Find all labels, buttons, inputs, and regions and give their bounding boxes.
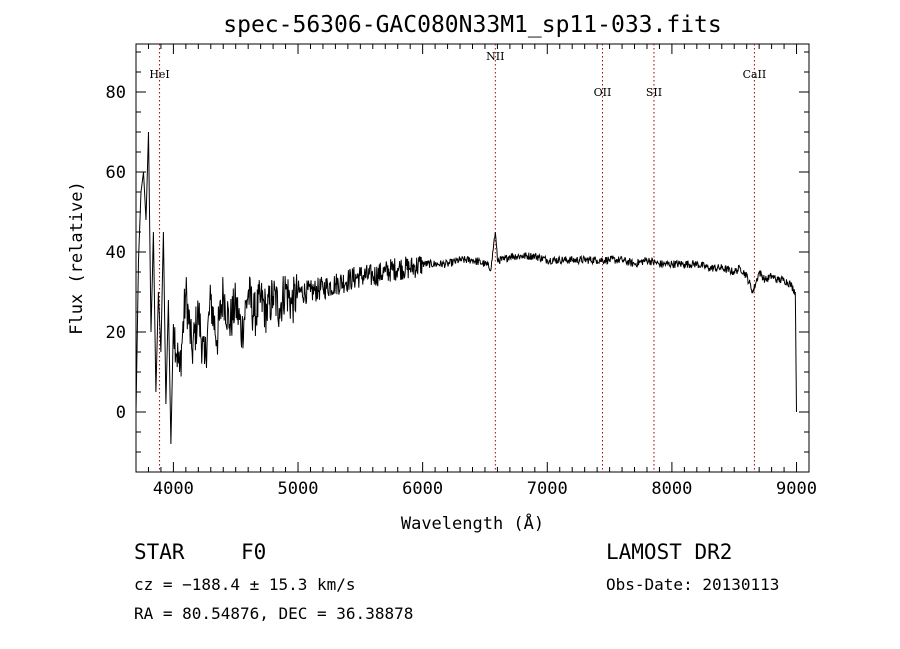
plot-area: 4000 5000 6000 7000 8000 9000 0 20 40 60 80 HeI NII O… xyxy=(106,43,817,499)
y-tick-label: 80 xyxy=(106,83,126,103)
x-tick-label: 5000 xyxy=(278,479,319,499)
line-label-nii: NII xyxy=(486,50,504,63)
line-label-caii: CaII xyxy=(743,68,767,81)
obs-date-label: Obs-Date: 20130113 xyxy=(606,575,780,594)
survey-label: LAMOST DR2 xyxy=(606,540,733,564)
cz-label: cz = −188.4 ± 15.3 km/s xyxy=(134,575,356,594)
y-axis-label: Flux (relative) xyxy=(67,181,87,335)
x-axis-label: Wavelength (Å) xyxy=(401,512,544,534)
line-label-sii: SII xyxy=(646,86,662,99)
y-tick-label: 0 xyxy=(116,403,126,423)
line-label-hei: HeI xyxy=(149,68,169,81)
coords-label: RA = 80.54876, DEC = 36.38878 xyxy=(134,604,414,623)
object-class-label: STAR xyxy=(134,540,185,564)
line-label-oii: OII xyxy=(594,86,612,99)
x-tick-label: 9000 xyxy=(776,479,817,499)
x-tick-label: 6000 xyxy=(402,479,443,499)
x-tick-label: 4000 xyxy=(153,479,194,499)
x-tick-label: 8000 xyxy=(651,479,692,499)
y-tick-label: 40 xyxy=(106,243,126,263)
plot-frame xyxy=(135,43,810,473)
spectrum-line xyxy=(135,131,797,445)
y-tick-label: 60 xyxy=(106,163,126,183)
chart-title: spec-56306-GAC080N33M1_sp11-033.fits xyxy=(223,12,722,38)
y-tick-label: 20 xyxy=(106,323,126,343)
subclass-label: F0 xyxy=(241,540,267,564)
x-tick-label: 7000 xyxy=(527,479,568,499)
